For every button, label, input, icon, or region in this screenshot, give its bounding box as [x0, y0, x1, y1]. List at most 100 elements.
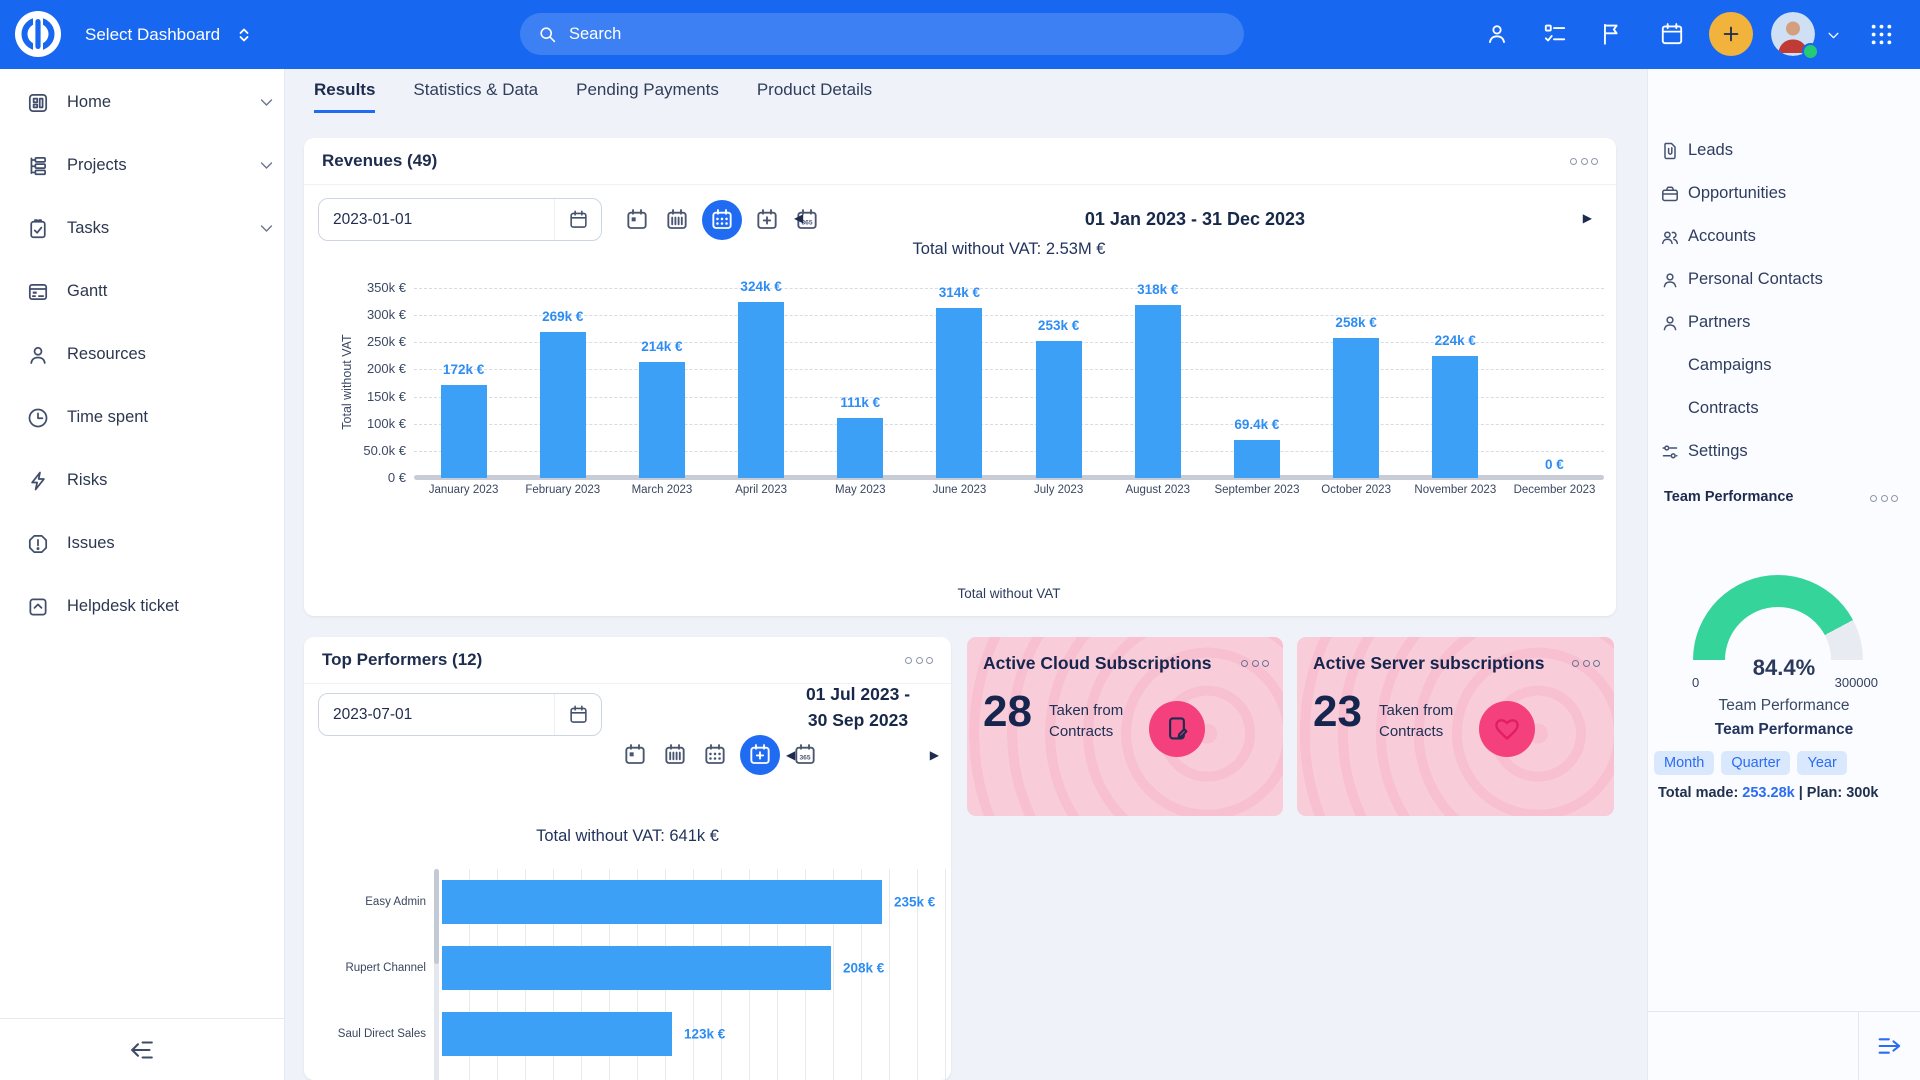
card-menu-icon[interactable] — [1241, 660, 1269, 667]
search-input[interactable]: Search — [520, 13, 1244, 55]
sidebar-item-risks[interactable]: Risks — [0, 449, 284, 512]
dashboard-selector[interactable]: Select Dashboard — [85, 0, 252, 69]
prev-period-arrow[interactable]: ◀ — [786, 748, 796, 762]
bar-august-2023[interactable] — [1134, 305, 1181, 478]
bar-value-label: 208k € — [843, 960, 885, 976]
crm-item-settings[interactable]: Settings — [1648, 430, 1920, 473]
quarter-view-icon[interactable] — [740, 734, 780, 775]
expand-sidebar-icon[interactable] — [1875, 1031, 1905, 1061]
revenues-bar-chart: 350k € 300k € 250k € 200k € 150k € 100k € 50.0… — [304, 279, 1616, 485]
bar-value-label: 324k € — [740, 279, 782, 294]
bar-value-label: 69.4k € — [1234, 417, 1280, 432]
bar-june-2023[interactable] — [936, 308, 983, 478]
x-axis-label: November 2023 — [1414, 484, 1497, 496]
sidebar-item-gantt[interactable]: Gantt — [0, 260, 284, 323]
day-view-icon[interactable] — [620, 740, 650, 770]
sidebar-item-home[interactable]: Home — [0, 71, 284, 134]
period-year-button[interactable]: Year — [1797, 751, 1847, 775]
apps-grid-icon[interactable] — [1868, 21, 1895, 48]
calendar-icon[interactable] — [1659, 21, 1685, 47]
crm-item-accounts[interactable]: Accounts — [1648, 215, 1920, 258]
top-performers-chart-title: Total without VAT: 641k € — [536, 827, 719, 845]
tab-bar: Results Statistics & Data Pending Payments… — [314, 80, 872, 113]
user-icon[interactable] — [1484, 21, 1510, 47]
revenues-menu-icon[interactable] — [1570, 157, 1598, 165]
bar-march-2023[interactable] — [638, 362, 685, 478]
no-icon — [1660, 356, 1680, 376]
quarter-view-icon[interactable] — [752, 205, 782, 235]
chart-axis-scrollbar[interactable] — [434, 869, 439, 1080]
bar-september-2023[interactable] — [1233, 440, 1280, 478]
week-view-icon[interactable] — [662, 205, 692, 235]
year-view-icon[interactable]: 365 — [790, 740, 820, 770]
flag-icon[interactable] — [1599, 21, 1625, 47]
revenues-period-selector: 365 — [622, 198, 822, 241]
chevron-down-icon[interactable] — [1826, 28, 1841, 43]
bar-slot: 214k € — [612, 288, 711, 478]
tab-pending-payments[interactable]: Pending Payments — [576, 80, 719, 99]
dashboard-selector-label: Select Dashboard — [85, 24, 221, 44]
bar-rupert-channel[interactable] — [442, 946, 831, 990]
search-placeholder: Search — [569, 24, 622, 43]
tab-results[interactable]: Results — [314, 80, 376, 113]
ripple-decoration — [1297, 637, 1614, 816]
sidebar-item-label: Tasks — [67, 219, 110, 237]
crm-item-partners[interactable]: Partners — [1648, 301, 1920, 344]
heart-icon[interactable] — [1479, 701, 1535, 757]
sidebar-item-helpdesk-ticket[interactable]: Helpdesk ticket — [0, 575, 284, 638]
bar-easy-admin[interactable] — [442, 880, 882, 924]
period-month-button[interactable]: Month — [1654, 751, 1715, 775]
gauge-min: 0 — [1692, 675, 1700, 690]
checklist-icon[interactable] — [1542, 21, 1568, 47]
bar-july-2023[interactable] — [1035, 341, 1082, 478]
bar-april-2023[interactable] — [738, 302, 785, 478]
bar-january-2023[interactable] — [440, 385, 487, 478]
app-logo-icon[interactable] — [15, 11, 61, 57]
contract-edit-icon[interactable] — [1149, 701, 1205, 757]
tab-product-details[interactable]: Product Details — [756, 80, 873, 99]
total-made-value[interactable]: 253.28k — [1742, 785, 1795, 801]
y-axis-tick: 0 € — [387, 470, 406, 485]
top-performers-date-input[interactable]: 2023-07-01 — [318, 693, 602, 736]
month-view-icon[interactable] — [700, 740, 730, 770]
year-view-icon[interactable]: 365 — [792, 205, 822, 235]
crm-item-label: Campaigns — [1688, 356, 1772, 374]
card-menu-icon[interactable] — [1572, 660, 1600, 667]
sidebar-item-issues[interactable]: Issues — [0, 512, 284, 575]
crm-item-label: Leads — [1688, 141, 1733, 159]
crm-item-opportunities[interactable]: Opportunities — [1648, 172, 1920, 215]
day-view-icon[interactable] — [622, 205, 652, 235]
sidebar-item-resources[interactable]: Resources — [0, 323, 284, 386]
sidebar-item-time-spent[interactable]: Time spent — [0, 386, 284, 449]
crm-item-personal-contacts[interactable]: Personal Contacts — [1648, 258, 1920, 301]
calendar-picker-icon[interactable] — [554, 199, 601, 240]
crm-item-leads[interactable]: Leads — [1648, 129, 1920, 172]
sidebar-item-tasks[interactable]: Tasks — [0, 197, 284, 260]
prev-period-arrow[interactable]: ◀ — [794, 211, 804, 225]
top-performers-menu-icon[interactable] — [905, 656, 933, 664]
bar-october-2023[interactable] — [1333, 338, 1380, 478]
bar-may-2023[interactable] — [837, 418, 884, 478]
add-button[interactable] — [1709, 12, 1753, 56]
bar-november-2023[interactable] — [1432, 356, 1479, 478]
week-view-icon[interactable] — [660, 740, 690, 770]
card-value: 28 — [983, 687, 1032, 736]
y-axis-tick: 300k € — [366, 307, 406, 323]
month-view-icon[interactable] — [702, 199, 742, 240]
calendar-picker-icon[interactable] — [554, 694, 601, 735]
next-period-arrow[interactable]: ▶ — [1582, 211, 1592, 225]
tab-statistics-data[interactable]: Statistics & Data — [413, 80, 539, 99]
team-performance-menu-icon[interactable] — [1870, 495, 1898, 502]
crm-item-contracts[interactable]: Contracts — [1648, 387, 1920, 430]
period-quarter-button[interactable]: Quarter — [1721, 751, 1791, 775]
x-axis-label: April 2023 — [735, 484, 787, 496]
crm-item-campaigns[interactable]: Campaigns — [1648, 344, 1920, 387]
right-sidebar: Leads Opportunities Accounts Personal Conta… — [1647, 69, 1920, 1080]
next-period-arrow[interactable]: ▶ — [929, 748, 939, 762]
bar-saul-direct-sales[interactable] — [442, 1012, 672, 1056]
collapse-sidebar-icon[interactable] — [127, 1035, 157, 1065]
revenues-date-input[interactable]: 2023-01-01 — [318, 198, 602, 241]
sidebar-item-projects[interactable]: Projects — [0, 134, 284, 197]
bar-february-2023[interactable] — [539, 332, 586, 478]
